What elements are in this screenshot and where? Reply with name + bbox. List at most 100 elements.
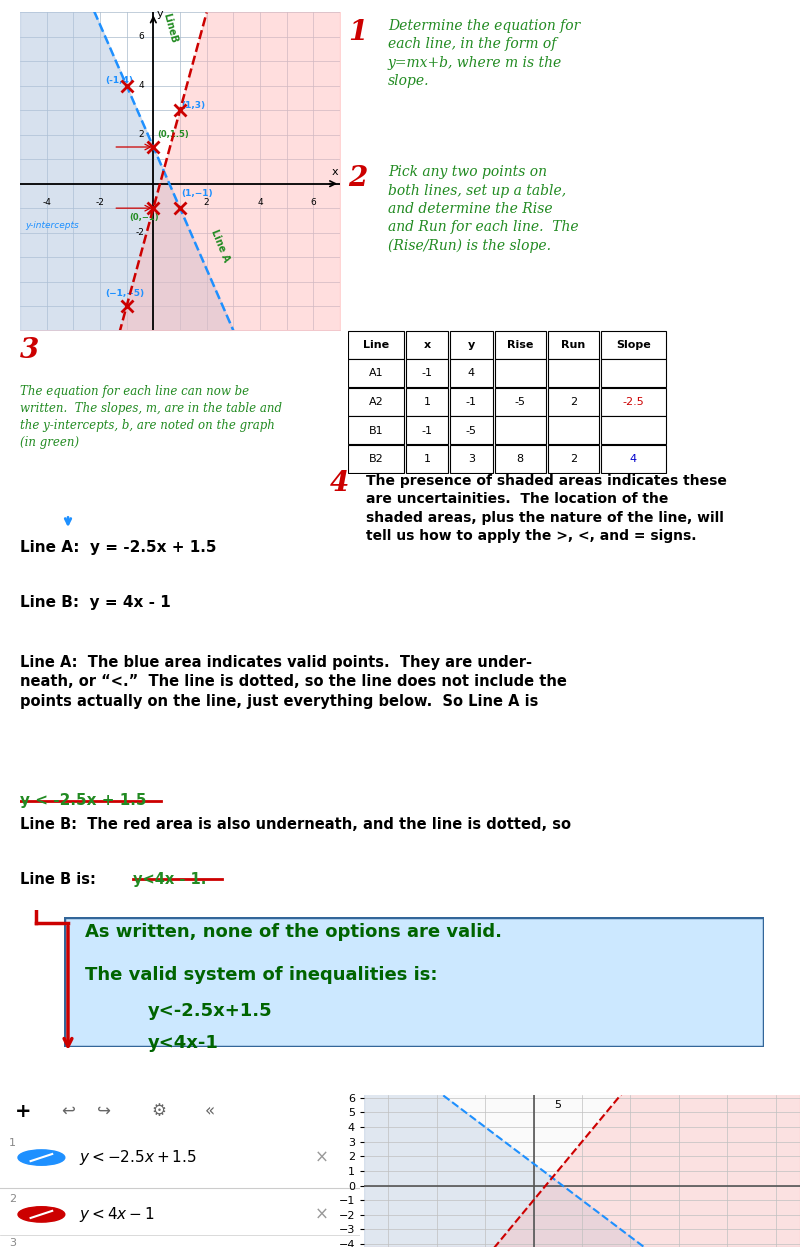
Text: 6: 6 — [138, 32, 144, 41]
Bar — [348, 388, 404, 415]
Text: ×: × — [315, 1206, 329, 1223]
Text: (1,−1): (1,−1) — [182, 190, 213, 198]
Bar — [450, 332, 493, 359]
Text: y: y — [468, 339, 475, 350]
Text: Line: Line — [363, 339, 389, 350]
Text: B2: B2 — [369, 454, 383, 464]
Bar — [601, 445, 666, 473]
Text: 4: 4 — [138, 81, 144, 90]
Bar — [494, 445, 546, 473]
Text: y<4x - 1.: y<4x - 1. — [133, 872, 206, 887]
Bar — [601, 332, 666, 359]
Bar — [348, 445, 404, 473]
Text: 6: 6 — [310, 198, 316, 207]
Text: -1: -1 — [466, 397, 477, 407]
Text: 2: 2 — [204, 198, 210, 207]
Text: Line A: Line A — [210, 228, 231, 264]
Text: A1: A1 — [369, 368, 383, 378]
Text: +: + — [14, 1101, 31, 1121]
Text: y<4x-1: y<4x-1 — [148, 1035, 219, 1052]
Text: 5: 5 — [554, 1100, 562, 1110]
Text: B1: B1 — [369, 425, 383, 435]
Bar — [406, 388, 448, 415]
Text: 3: 3 — [9, 1237, 16, 1247]
Text: 1: 1 — [423, 397, 430, 407]
Text: x: x — [423, 339, 430, 350]
Text: 3: 3 — [468, 454, 475, 464]
Text: Slope: Slope — [616, 339, 651, 350]
Text: -4: -4 — [42, 198, 51, 207]
Text: Line B is:: Line B is: — [20, 872, 101, 887]
Text: 2: 2 — [570, 397, 577, 407]
Text: Determine the equation for
each line, in the form of
y=mx+b, where m is the
slop: Determine the equation for each line, in… — [388, 19, 580, 89]
Text: $y < 4x - 1$: $y < 4x - 1$ — [79, 1205, 155, 1223]
Text: 1: 1 — [9, 1139, 16, 1148]
Bar — [601, 359, 666, 387]
FancyBboxPatch shape — [64, 917, 764, 1047]
Text: y < -2.5x + 1.5: y < -2.5x + 1.5 — [20, 793, 146, 808]
Text: 2: 2 — [348, 165, 367, 192]
Bar — [601, 416, 666, 444]
Text: $y < -2.5x + 1.5$: $y < -2.5x + 1.5$ — [79, 1148, 197, 1167]
Text: -5: -5 — [514, 397, 526, 407]
Text: desmo: desmo — [700, 1059, 788, 1084]
Bar — [601, 388, 666, 415]
Text: The valid system of inequalities is:: The valid system of inequalities is: — [85, 966, 438, 984]
Text: Line A:  y = -2.5x + 1.5: Line A: y = -2.5x + 1.5 — [20, 540, 217, 555]
Text: 2: 2 — [570, 454, 577, 464]
Bar — [406, 359, 448, 387]
Text: ↪: ↪ — [98, 1102, 111, 1120]
Text: ⚙: ⚙ — [151, 1102, 166, 1120]
Text: 4: 4 — [468, 368, 475, 378]
Text: -2: -2 — [135, 228, 144, 237]
Text: (1,3): (1,3) — [182, 101, 206, 110]
Bar — [494, 388, 546, 415]
Text: Rise: Rise — [507, 339, 534, 350]
Text: x: x — [331, 167, 338, 177]
Text: Pick any two points on
both lines, set up a table,
and determine the Rise
and Ru: Pick any two points on both lines, set u… — [388, 165, 578, 253]
Text: The presence of shaded areas indicates these
are uncertainities.  The location o: The presence of shaded areas indicates t… — [366, 474, 726, 542]
Text: -2.5: -2.5 — [622, 397, 644, 407]
Bar — [450, 359, 493, 387]
Text: 4: 4 — [630, 454, 637, 464]
Bar — [450, 445, 493, 473]
Text: y<-2.5x+1.5: y<-2.5x+1.5 — [148, 1001, 273, 1020]
Text: 4: 4 — [257, 198, 263, 207]
Text: 2: 2 — [9, 1193, 16, 1203]
Text: Untitled Graph: Untitled Graph — [52, 1064, 165, 1079]
Bar — [450, 416, 493, 444]
Text: LineB: LineB — [162, 11, 179, 44]
Text: Run: Run — [562, 339, 586, 350]
Text: 4: 4 — [330, 470, 350, 498]
Text: The equation for each line can now be
written.  The slopes, m, are in the table : The equation for each line can now be wr… — [20, 385, 282, 449]
Text: -1: -1 — [422, 425, 433, 435]
Text: Line A:  The blue area indicates valid points.  They are under-
neath, or “<.”  : Line A: The blue area indicates valid po… — [20, 655, 567, 710]
Text: -5: -5 — [466, 425, 477, 435]
Text: (0,1.5): (0,1.5) — [158, 130, 189, 140]
Text: ≡: ≡ — [14, 1061, 32, 1081]
Bar — [548, 388, 599, 415]
Text: ↩: ↩ — [61, 1102, 75, 1120]
Text: Line B:  y = 4x - 1: Line B: y = 4x - 1 — [20, 595, 170, 610]
Text: 3: 3 — [20, 337, 39, 364]
Text: -2: -2 — [95, 198, 105, 207]
Bar — [494, 359, 546, 387]
Text: -1: -1 — [422, 368, 433, 378]
Circle shape — [18, 1150, 65, 1165]
Text: y: y — [157, 10, 163, 20]
Text: A2: A2 — [369, 397, 383, 407]
Text: 2: 2 — [138, 130, 144, 140]
Bar — [406, 416, 448, 444]
Text: As written, none of the options are valid.: As written, none of the options are vali… — [85, 923, 502, 941]
Bar — [348, 332, 404, 359]
Bar — [406, 332, 448, 359]
Text: (−1,−5): (−1,−5) — [106, 289, 145, 298]
Bar — [494, 416, 546, 444]
Bar — [494, 332, 546, 359]
Bar — [548, 445, 599, 473]
Text: (0,−1): (0,−1) — [130, 213, 159, 222]
Bar — [348, 416, 404, 444]
Text: 1: 1 — [348, 19, 367, 46]
Text: y-intercepts: y-intercepts — [26, 221, 79, 229]
Bar — [406, 445, 448, 473]
